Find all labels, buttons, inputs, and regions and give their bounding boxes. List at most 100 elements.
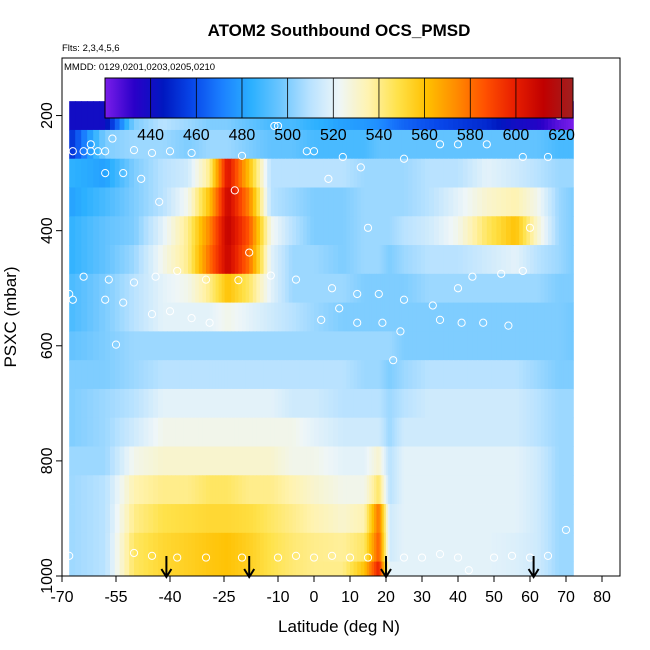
heatmap-cell: [408, 302, 413, 332]
heatmap-cell: [364, 417, 368, 447]
heatmap-cell: [570, 273, 574, 304]
heatmap-cell: [568, 158, 572, 188]
heatmap-cell: [378, 475, 382, 505]
heatmap-cell: [134, 417, 140, 447]
heatmap-cell: [401, 158, 405, 188]
heatmap-cell: [404, 331, 409, 361]
heatmap-cell: [486, 561, 493, 576]
x-tick-label: -55: [104, 589, 127, 606]
heatmap-cell: [318, 245, 325, 275]
heatmap-cell: [333, 532, 339, 563]
heatmap-cell: [124, 331, 130, 361]
heatmap-cell: [328, 331, 334, 361]
heatmap-cell: [376, 129, 380, 160]
heatmap-cell: [394, 273, 398, 304]
heatmap-cell: [510, 158, 517, 188]
heatmap-cell: [434, 158, 440, 188]
sample-point: [119, 169, 128, 178]
heatmap-cell: [124, 245, 130, 275]
heatmap-cell: [328, 273, 334, 304]
heatmap-cell: [231, 302, 236, 332]
heatmap-cell: [392, 475, 395, 505]
heatmap-cell: [399, 417, 403, 447]
heatmap-cell: [175, 388, 181, 419]
sample-point: [468, 272, 477, 281]
heatmap-cell: [183, 532, 189, 563]
heatmap-cell: [526, 388, 531, 419]
heatmap-cell: [274, 504, 279, 534]
heatmap-cell: [544, 302, 549, 332]
sample-point: [119, 298, 128, 307]
heatmap-cell: [429, 302, 435, 332]
heatmap-cell: [472, 417, 478, 447]
heatmap-cell: [183, 273, 189, 304]
heatmap-cell: [175, 245, 181, 275]
heatmap-cell: [566, 187, 569, 217]
heatmap-cell: [561, 129, 565, 160]
heatmap-cell: [162, 245, 168, 275]
heatmap-cell: [323, 561, 329, 576]
heatmap-cell: [486, 158, 493, 188]
heatmap-cell: [249, 273, 254, 304]
heatmap-cell: [530, 417, 535, 447]
heatmap-cell: [486, 417, 493, 447]
colorbar-tick-label: 460: [183, 127, 210, 144]
heatmap-cell: [416, 475, 422, 505]
heatmap-cell: [212, 187, 217, 217]
heatmap-cell: [270, 245, 275, 275]
heatmap-cell: [425, 561, 430, 576]
heatmap-cell: [206, 388, 211, 419]
heatmap-cell: [167, 129, 172, 160]
heatmap-cell: [296, 388, 301, 419]
heatmap-cell: [93, 101, 100, 131]
heatmap-cell: [416, 360, 422, 390]
heatmap-cell: [188, 302, 193, 332]
heatmap-cell: [342, 446, 347, 476]
heatmap-cell: [357, 561, 362, 576]
heatmap-cell: [306, 331, 311, 361]
heatmap-cell: [124, 302, 130, 332]
heatmap-cell: [380, 129, 383, 160]
heatmap-cell: [129, 504, 135, 534]
heatmap-cell: [93, 302, 100, 332]
heatmap-cell: [540, 532, 545, 563]
heatmap-cell: [299, 245, 304, 275]
heatmap-cell: [566, 245, 569, 275]
heatmap-cell: [323, 273, 329, 304]
heatmap-cell: [357, 532, 362, 563]
heatmap-cell: [570, 417, 574, 447]
heatmap-cell: [389, 331, 393, 361]
sample-point: [543, 152, 553, 162]
heatmap-cell: [260, 187, 265, 217]
heatmap-cell: [448, 561, 454, 576]
heatmap-cell: [191, 388, 196, 419]
heatmap-cell: [110, 417, 116, 447]
heatmap-cell: [81, 302, 88, 332]
x-tick-label: -25: [212, 589, 235, 606]
heatmap-cell: [93, 360, 100, 390]
heatmap-cell: [396, 532, 400, 563]
colorbar-tick-label: 480: [229, 127, 256, 144]
heatmap-cell: [384, 417, 387, 447]
heatmap-cell: [537, 417, 542, 447]
sample-point: [309, 553, 319, 562]
heatmap-cell: [482, 475, 488, 505]
heatmap-cell: [496, 129, 502, 160]
heatmap-cell: [323, 475, 329, 505]
heatmap-cell: [496, 475, 502, 505]
heatmap-cell: [288, 475, 293, 505]
heatmap-cell: [420, 331, 426, 361]
sample-point: [151, 272, 160, 281]
heatmap-cell: [342, 302, 347, 332]
heatmap-cell: [399, 388, 403, 419]
heatmap-cell: [540, 302, 545, 332]
sample-point: [291, 275, 301, 284]
heatmap-cell: [306, 216, 311, 246]
heatmap-cell: [342, 417, 347, 447]
heatmap-cell: [392, 532, 395, 563]
heatmap-cell: [548, 216, 553, 246]
heatmap-cell: [81, 360, 88, 390]
heatmap-cell: [369, 417, 373, 447]
heatmap-cell: [501, 331, 507, 361]
heatmap-cell: [195, 302, 200, 332]
